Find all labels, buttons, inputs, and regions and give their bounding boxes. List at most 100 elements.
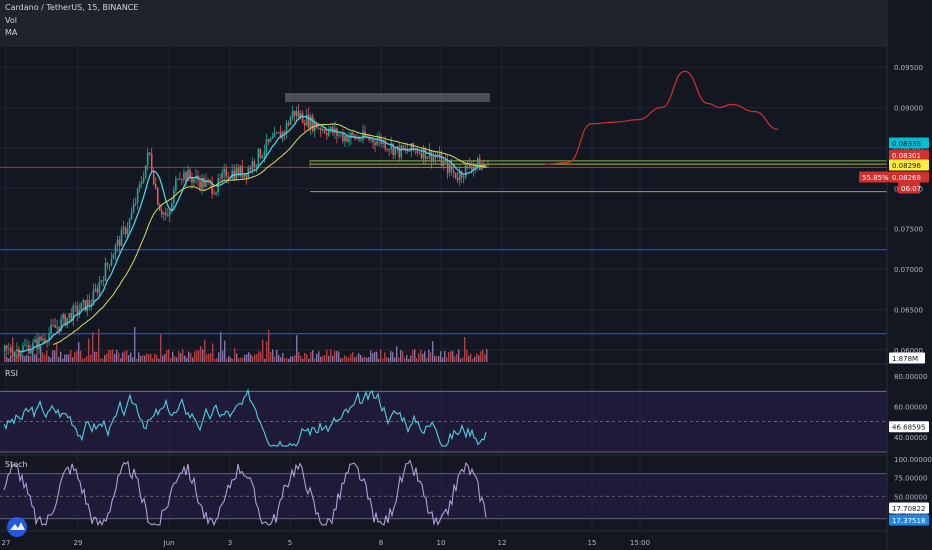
vol-label[interactable]: Vol	[5, 16, 17, 25]
stoch-line	[3, 459, 487, 527]
logo-icon[interactable]	[7, 517, 27, 537]
volume-bar	[210, 353, 212, 362]
candle	[24, 345, 26, 347]
price-tag-last: 0.08268	[892, 174, 921, 182]
countdown-tag-bg	[898, 182, 920, 194]
volume-bar	[84, 358, 86, 362]
volume-bar	[28, 355, 30, 362]
volume-bar	[408, 358, 410, 362]
candle	[317, 128, 320, 129]
candle	[269, 138, 272, 142]
volume-bar	[464, 336, 466, 362]
volume-bar	[120, 358, 122, 362]
candle	[291, 110, 294, 118]
volume-bar	[94, 351, 96, 362]
candle	[14, 351, 16, 356]
volume-bar	[350, 354, 352, 362]
candle	[205, 179, 207, 187]
candle	[466, 163, 469, 165]
volume-bar	[360, 354, 362, 362]
volume-bar	[128, 355, 130, 362]
volume-bar	[36, 354, 38, 362]
price-tick-label: 0.09000	[894, 105, 923, 113]
candle	[342, 133, 344, 142]
candle	[450, 163, 453, 171]
volume-bar	[72, 357, 74, 362]
price-tick-label: 0.07500	[894, 226, 923, 234]
candle	[460, 171, 463, 178]
symbol-title[interactable]: Cardano / TetherUS, 15, BINANCE	[5, 3, 139, 12]
candle	[295, 110, 298, 116]
volume-bar	[378, 358, 380, 362]
volume-bar	[318, 351, 320, 362]
volume-bar	[116, 349, 118, 362]
candle	[20, 351, 22, 356]
candle	[456, 178, 459, 181]
volume-bar	[332, 355, 334, 362]
volume-bar	[146, 353, 148, 362]
ma-label[interactable]: MA	[5, 28, 18, 37]
stoch-d-tag-bg	[889, 514, 929, 526]
volume-bar	[372, 353, 374, 362]
candle	[472, 166, 475, 170]
volume-bar	[320, 356, 322, 362]
volume-bar	[316, 353, 318, 362]
volume-bar	[474, 356, 476, 362]
candle	[271, 137, 274, 139]
projection-drawing[interactable]	[544, 70, 779, 165]
candle	[370, 138, 372, 140]
candle	[340, 133, 342, 135]
candle	[108, 264, 111, 266]
candle	[223, 169, 225, 173]
candle	[436, 156, 439, 158]
candle	[297, 110, 300, 117]
candle	[102, 280, 105, 282]
volume-bar	[70, 350, 72, 362]
candle	[372, 138, 374, 143]
candle	[30, 349, 32, 354]
candle	[440, 153, 443, 166]
candle	[434, 156, 437, 157]
volume-bar	[388, 357, 390, 362]
candle	[237, 168, 240, 176]
price-tick-label: 0.08500	[894, 145, 923, 153]
volume-bar	[250, 354, 252, 362]
volume-bar	[302, 358, 304, 362]
candle	[177, 178, 179, 180]
volume-bar	[410, 355, 412, 362]
time-axis[interactable]: 27 29 Jun 3 5 8 10 12 15 15:00	[0, 530, 887, 547]
candle	[100, 280, 103, 283]
volume-bar	[416, 358, 418, 362]
candle	[76, 305, 79, 314]
candle	[215, 192, 217, 195]
candle	[386, 149, 388, 150]
rsi-value-tag: 46.68595	[892, 424, 925, 432]
range-box-annotation[interactable]	[285, 93, 490, 102]
candle	[362, 131, 364, 140]
volume-bar	[248, 352, 250, 362]
candle	[179, 178, 181, 180]
volume-bar	[386, 356, 388, 362]
volume-bar	[4, 354, 6, 362]
time-tick-label: 15:00	[630, 539, 650, 547]
volume-bar	[100, 358, 102, 362]
volume-bar	[448, 351, 450, 362]
volume-bar	[392, 352, 394, 362]
volume-bar	[266, 340, 268, 362]
candle	[462, 177, 465, 178]
volume-bar	[358, 352, 360, 362]
candle	[319, 128, 322, 131]
volume-bar	[126, 350, 128, 362]
candle	[293, 110, 296, 116]
candle	[219, 178, 221, 180]
volume-bar	[88, 338, 90, 362]
volume-bar	[74, 352, 76, 362]
volume-bar	[412, 350, 414, 362]
volume-bar	[218, 352, 220, 362]
candle	[120, 229, 123, 246]
projection-line	[544, 70, 779, 165]
volume-bar	[422, 353, 424, 362]
volume-bar	[202, 349, 204, 362]
candle	[259, 148, 262, 158]
